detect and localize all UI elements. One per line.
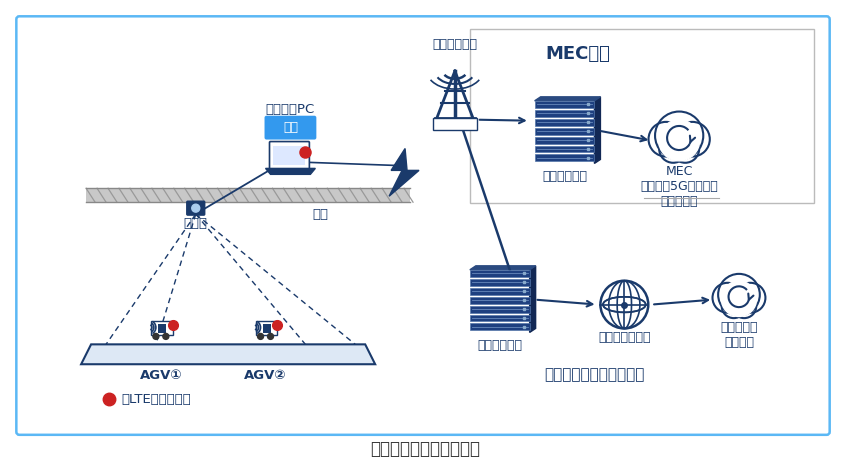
Circle shape (153, 333, 159, 339)
FancyBboxPatch shape (470, 314, 530, 321)
FancyBboxPatch shape (470, 270, 530, 277)
Circle shape (732, 294, 756, 318)
Circle shape (655, 111, 703, 160)
Circle shape (192, 204, 200, 212)
Text: パブリック
クラウド: パブリック クラウド (720, 321, 757, 350)
Text: インターネット: インターネット (598, 331, 650, 345)
Circle shape (672, 135, 700, 163)
Circle shape (722, 281, 756, 316)
Text: AGV①: AGV① (139, 369, 182, 382)
Text: パブリッククラウド構成: パブリッククラウド構成 (544, 367, 644, 382)
Polygon shape (470, 266, 536, 270)
FancyBboxPatch shape (269, 141, 309, 169)
FancyBboxPatch shape (263, 324, 270, 333)
Text: 実証実験のシステム構成: 実証実験のシステム構成 (370, 440, 480, 458)
Circle shape (649, 122, 683, 157)
FancyBboxPatch shape (274, 146, 305, 165)
Text: 天井: 天井 (312, 208, 328, 221)
Circle shape (712, 283, 743, 313)
FancyBboxPatch shape (470, 288, 530, 295)
Polygon shape (594, 97, 600, 164)
FancyBboxPatch shape (535, 146, 594, 152)
Text: MEC
（ドコモ5Gオープン
クラウド）: MEC （ドコモ5Gオープン クラウド） (640, 165, 718, 208)
FancyBboxPatch shape (151, 321, 173, 336)
FancyBboxPatch shape (264, 116, 316, 140)
FancyBboxPatch shape (187, 201, 205, 215)
Polygon shape (265, 168, 315, 174)
FancyBboxPatch shape (158, 324, 166, 333)
Text: AGV②: AGV② (244, 369, 286, 382)
Polygon shape (530, 266, 536, 332)
FancyBboxPatch shape (16, 16, 830, 435)
Text: カメラ: カメラ (184, 217, 207, 230)
FancyBboxPatch shape (256, 321, 277, 336)
Circle shape (675, 122, 710, 157)
Text: 認識: 認識 (283, 121, 298, 134)
FancyBboxPatch shape (535, 110, 594, 117)
FancyBboxPatch shape (470, 306, 530, 313)
Text: ＬＴＥ基地局: ＬＴＥ基地局 (433, 38, 478, 51)
FancyBboxPatch shape (470, 279, 530, 286)
Circle shape (163, 333, 169, 339)
FancyBboxPatch shape (470, 297, 530, 304)
Circle shape (659, 120, 700, 161)
FancyBboxPatch shape (470, 29, 813, 203)
FancyBboxPatch shape (535, 101, 594, 108)
Text: 装置設置ビル: 装置設置ビル (542, 171, 587, 183)
Circle shape (718, 274, 760, 315)
Circle shape (268, 333, 274, 339)
FancyBboxPatch shape (433, 118, 477, 130)
Polygon shape (389, 149, 419, 196)
FancyBboxPatch shape (535, 119, 594, 125)
FancyBboxPatch shape (470, 323, 530, 330)
Polygon shape (535, 97, 600, 101)
FancyBboxPatch shape (535, 155, 594, 161)
Text: 装置設置ビル: 装置設置ビル (477, 339, 522, 352)
Text: ：LTEモジュール: ：LTEモジュール (121, 392, 190, 406)
Text: MEC構成: MEC構成 (545, 45, 610, 63)
Text: ローカルPC: ローカルPC (266, 103, 315, 116)
FancyBboxPatch shape (86, 188, 410, 202)
FancyBboxPatch shape (535, 137, 594, 143)
Circle shape (735, 283, 766, 313)
Circle shape (722, 294, 745, 318)
Circle shape (659, 135, 687, 163)
Circle shape (258, 333, 264, 339)
FancyBboxPatch shape (535, 128, 594, 134)
Polygon shape (81, 345, 375, 364)
